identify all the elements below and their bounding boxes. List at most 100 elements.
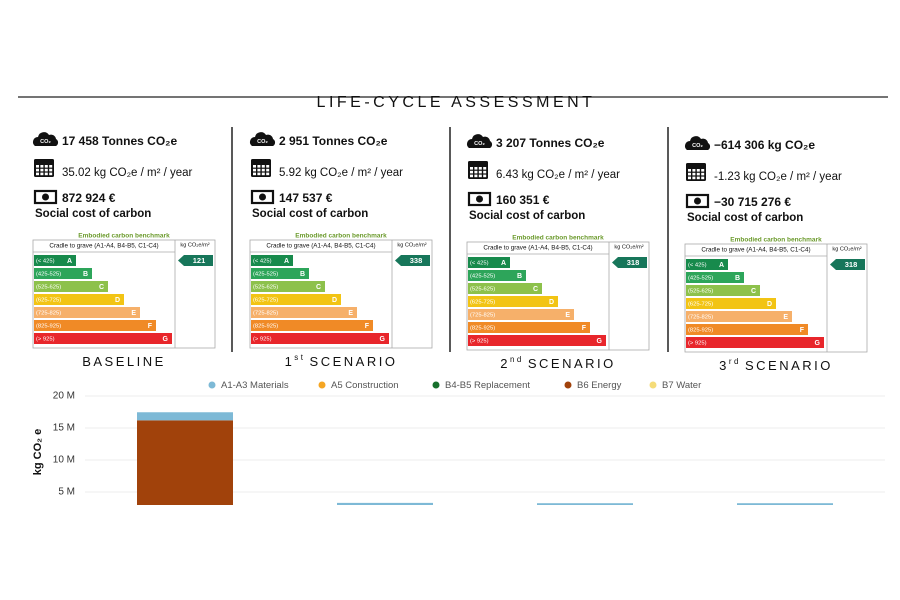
calendar-cell — [36, 168, 39, 172]
band-range: (> 925) — [253, 337, 272, 343]
scenario-name: 2nd SCENARIO — [500, 355, 616, 371]
bar-segment — [537, 503, 633, 505]
carbon-intensity: -1.23 kg CO₂e / m² / year — [714, 171, 842, 183]
legend-swatch — [649, 381, 657, 389]
calendar-cell — [40, 165, 44, 168]
band-range: (525-625) — [253, 285, 278, 291]
cost-label: Social cost of carbon — [35, 208, 151, 220]
carbon-intensity: 35.02 kg CO₂e / m² / year — [62, 167, 193, 179]
benchmark-indicator — [395, 255, 430, 266]
benchmark-band — [468, 270, 526, 281]
calendar-cell — [470, 167, 473, 170]
indicator-value: 318 — [845, 260, 858, 269]
carbon-intensity: 6.43 kg CO₂e / m² / year — [496, 169, 620, 181]
legend-label: B4-B5 Replacement — [445, 380, 530, 391]
band-range: (725-825) — [470, 313, 495, 319]
calendar-cell — [36, 165, 39, 168]
calendar-cell — [474, 167, 478, 170]
band-range: (625-725) — [470, 300, 495, 306]
band-grade: G — [597, 338, 603, 345]
benchmark-title: Embodied carbon benchmark — [78, 233, 170, 240]
band-grade: E — [348, 310, 353, 317]
benchmark-unit: kg CO₂e/m² — [614, 244, 643, 250]
calendar-cell — [692, 169, 696, 172]
benchmark-band — [468, 335, 606, 346]
benchmark-band — [251, 268, 309, 279]
scenario-name: 3rd SCENARIO — [719, 357, 833, 373]
band-range: (425-525) — [688, 276, 713, 282]
y-tick-label: 20 M — [53, 391, 75, 402]
co2-icon — [32, 132, 59, 146]
band-grade: G — [163, 336, 169, 343]
band-range: (> 925) — [688, 341, 707, 347]
band-grade: B — [517, 273, 522, 280]
carbon-cost: 160 351 € — [496, 193, 550, 207]
scenario-name: BASELINE — [82, 354, 166, 369]
band-grade: E — [131, 310, 136, 317]
y-axis-label: kg CO₂ e — [32, 429, 44, 475]
carbon-cost: 872 924 € — [62, 191, 116, 205]
benchmark-band — [686, 324, 808, 335]
band-range: (825-925) — [253, 324, 278, 330]
co2-icon — [467, 134, 493, 148]
band-range: (< 425) — [253, 259, 272, 265]
benchmark-unit: kg CO₂e/m² — [832, 246, 861, 252]
band-range: (825-925) — [36, 324, 61, 330]
calendar-cell — [701, 176, 705, 180]
benchmark-band — [468, 283, 542, 294]
calendar-cell — [688, 176, 691, 180]
band-grade: D — [549, 299, 554, 306]
benchmark-band — [251, 255, 293, 266]
calendar-cell — [483, 170, 487, 174]
carbon-cost: −30 715 276 € — [714, 195, 791, 209]
calendar-cell — [257, 165, 261, 168]
band-range: (525-625) — [470, 287, 495, 293]
benchmark-band — [34, 333, 172, 344]
scenario-number: 2 — [500, 356, 510, 371]
calendar-cell — [688, 169, 691, 172]
band-grade: C — [316, 284, 321, 291]
calendar-cell — [474, 174, 478, 178]
carbon-intensity: 5.92 kg CO₂e / m² / year — [279, 167, 403, 179]
band-range: (825-925) — [688, 328, 713, 334]
y-tick-label: 15 M — [53, 423, 75, 434]
band-range: (> 925) — [470, 339, 489, 345]
band-grade: D — [767, 301, 772, 308]
calendar-cell — [44, 165, 48, 168]
band-range: (< 425) — [688, 263, 707, 269]
benchmark-indicator — [612, 257, 647, 268]
co2-icon-label: CO₂ — [40, 139, 51, 145]
co2-icon-label: CO₂ — [692, 143, 703, 149]
band-grade: C — [533, 286, 538, 293]
plot-area — [137, 412, 833, 505]
band-range: (725-825) — [688, 315, 713, 321]
scenario-number: 1 — [285, 354, 295, 369]
legend-swatch — [208, 381, 216, 389]
band-grade: A — [719, 262, 724, 269]
scenario-suffix: rd — [729, 357, 741, 366]
legend-label: B7 Water — [662, 380, 701, 391]
band-range: (425-525) — [253, 272, 278, 278]
band-range: (725-825) — [36, 311, 61, 317]
cost-label: Social cost of carbon — [687, 212, 803, 224]
band-grade: A — [501, 260, 506, 267]
band-grade: F — [148, 323, 153, 330]
money-icon-coin — [259, 193, 266, 201]
legend-label: A5 Construction — [331, 380, 399, 391]
calendar-cell — [692, 172, 696, 176]
benchmark-band — [34, 294, 124, 305]
band-grade: G — [815, 340, 821, 347]
band-range: (< 425) — [36, 259, 55, 265]
band-grade: A — [284, 258, 289, 265]
bar-segment — [137, 420, 233, 505]
co2-icon — [249, 132, 276, 146]
benchmark-band — [251, 294, 341, 305]
total-emissions: 3 207 Tonnes CO₂e — [496, 136, 605, 150]
calendar-cell — [49, 165, 53, 168]
calendar-cell — [478, 170, 482, 174]
carbon-cost: 147 537 € — [279, 191, 333, 205]
band-grade: E — [783, 314, 788, 321]
y-tick-label: 10 M — [53, 455, 75, 466]
band-grade: E — [565, 312, 570, 319]
